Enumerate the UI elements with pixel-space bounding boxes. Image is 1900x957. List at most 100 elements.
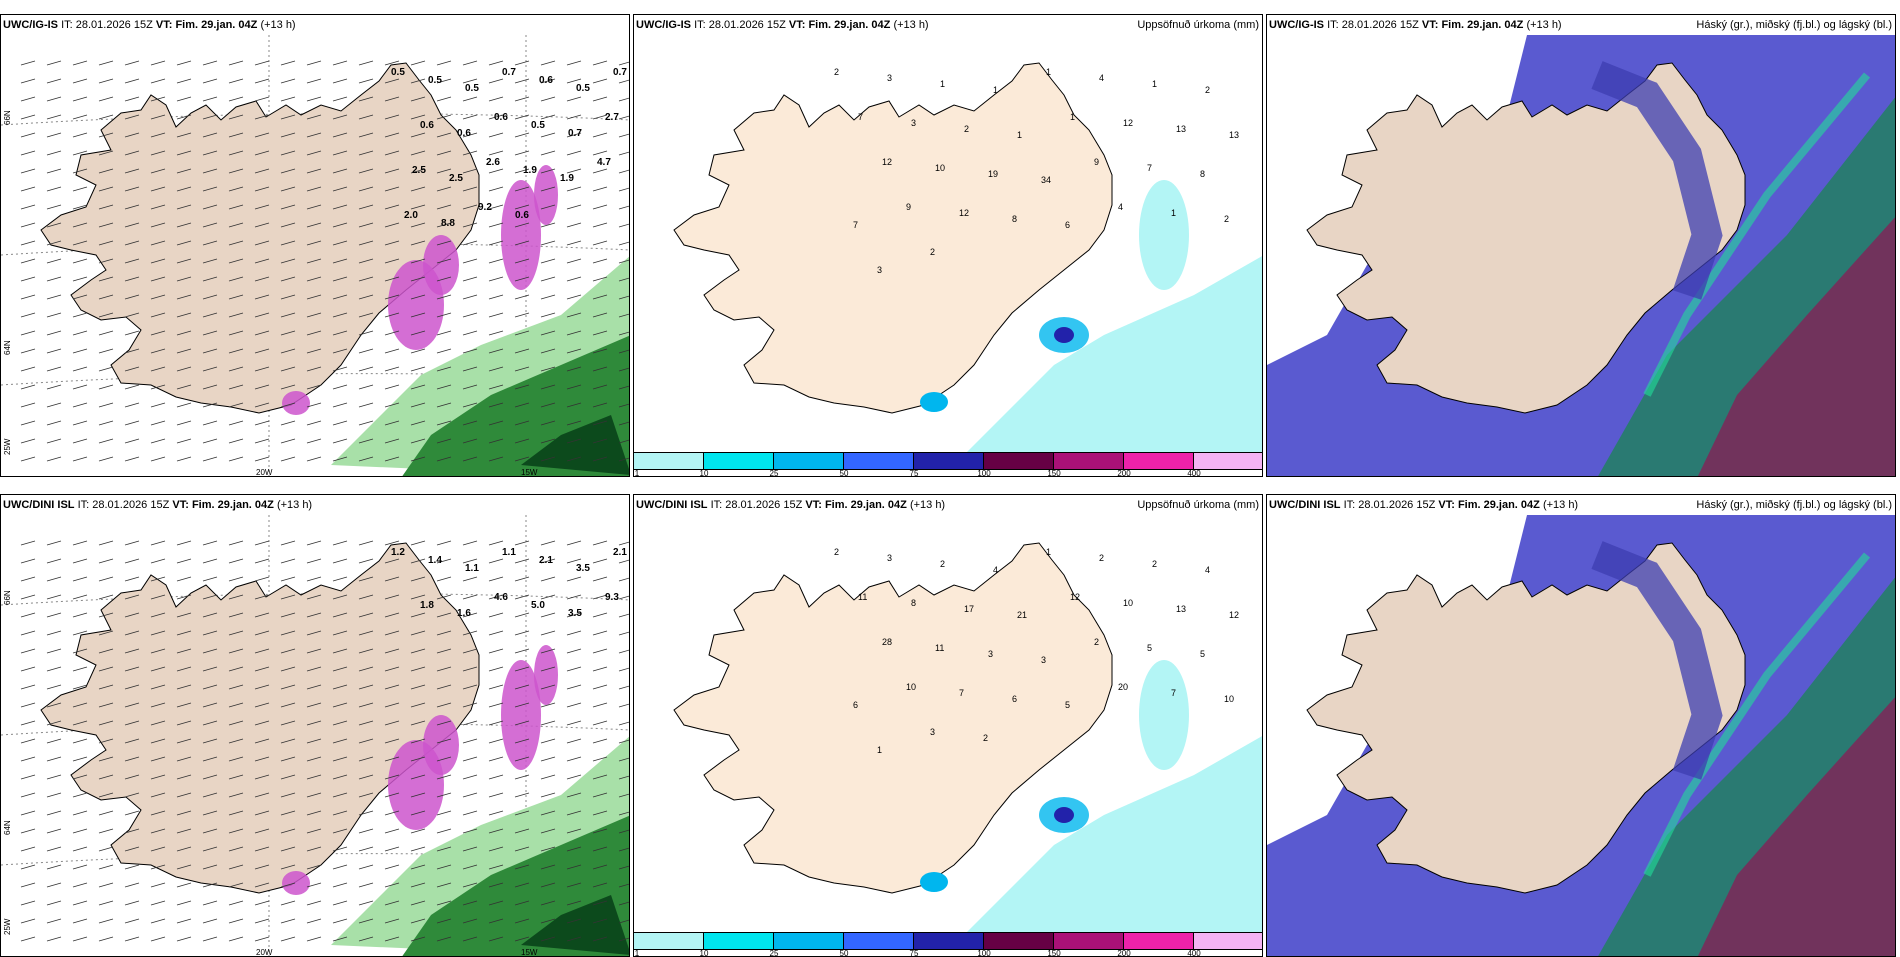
wind-barb	[332, 204, 348, 210]
wind-barb	[462, 78, 478, 84]
wind-barb	[228, 936, 244, 942]
wind-barb	[150, 738, 166, 744]
wind-barb	[488, 294, 504, 300]
wind-barb	[202, 186, 218, 192]
wind-barb	[410, 612, 426, 618]
wind-barb	[384, 558, 400, 564]
wind-barb	[332, 828, 348, 834]
wind-barb	[332, 222, 348, 228]
wind-barb	[332, 348, 348, 354]
wind-barb	[228, 132, 244, 138]
wind-barb	[358, 330, 374, 336]
wind-barb	[46, 456, 62, 462]
wind-barb	[280, 630, 296, 636]
value-label: 1.9	[560, 173, 574, 184]
wind-barb	[150, 702, 166, 708]
wind-barb	[306, 186, 322, 192]
legend-swatch	[914, 453, 984, 469]
value-label: 1	[940, 79, 945, 89]
wind-barb	[488, 222, 504, 228]
wind-barb	[332, 558, 348, 564]
wind-barb	[254, 222, 270, 228]
precip-shade	[1139, 660, 1189, 770]
wind-barb	[280, 294, 296, 300]
wind-barb	[202, 366, 218, 372]
wind-barb	[46, 348, 62, 354]
wind-barb	[306, 438, 322, 444]
wind-barb	[592, 864, 608, 870]
wind-barb	[592, 168, 608, 174]
wind-barb	[358, 258, 374, 264]
wind-barb	[358, 384, 374, 390]
wind-barb	[124, 666, 140, 672]
wind-barb	[46, 402, 62, 408]
wind-barb	[124, 792, 140, 798]
wind-barb	[72, 882, 88, 888]
wind-barb	[462, 366, 478, 372]
wind-barb	[384, 384, 400, 390]
wind-barb	[332, 438, 348, 444]
wind-barb	[410, 738, 426, 744]
wind-barb	[98, 258, 114, 264]
wind-barb	[20, 294, 36, 300]
wind-barb	[228, 684, 244, 690]
wind-barb	[72, 348, 88, 354]
wind-barb	[514, 258, 530, 264]
wind-barb	[150, 150, 166, 156]
value-label: 0.5	[576, 83, 590, 94]
wind-barb	[540, 900, 556, 906]
wind-barb	[358, 294, 374, 300]
wind-barb	[332, 936, 348, 942]
wind-barb	[358, 720, 374, 726]
wind-barb	[202, 810, 218, 816]
wind-barb	[384, 276, 400, 282]
wind-barb	[488, 900, 504, 906]
wind-barb	[254, 420, 270, 426]
wind-barb	[592, 630, 608, 636]
value-label: 2.0	[404, 210, 418, 221]
wind-barb	[46, 900, 62, 906]
wind-barb	[540, 402, 556, 408]
wind-barb	[514, 330, 530, 336]
value-label: 7	[853, 220, 858, 230]
value-label: 28	[882, 637, 892, 647]
wind-barb	[280, 276, 296, 282]
cloud-title: Háský (gr.), miðský (fj.bl.) og lágský (…	[1696, 19, 1892, 31]
wind-barb	[384, 222, 400, 228]
wind-barb	[46, 186, 62, 192]
value-label: 2	[834, 547, 839, 557]
wind-barb	[436, 918, 452, 924]
wind-barb	[150, 882, 166, 888]
wind-barb	[98, 204, 114, 210]
legend-swatch	[844, 933, 914, 949]
wind-barb	[488, 96, 504, 102]
wind-barb	[228, 666, 244, 672]
value-label: 7	[1171, 688, 1176, 698]
wind-barb	[72, 738, 88, 744]
wind-barb	[280, 438, 296, 444]
wind-barb	[228, 438, 244, 444]
wind-barb	[306, 684, 322, 690]
wind-barb	[46, 96, 62, 102]
wind-barb	[124, 756, 140, 762]
wind-barb	[410, 918, 426, 924]
wind-barb	[384, 240, 400, 246]
wind-barb	[124, 366, 140, 372]
wind-barb	[592, 900, 608, 906]
wind-barb	[150, 846, 166, 852]
wind-barb	[436, 438, 452, 444]
wind-barb	[410, 312, 426, 318]
wind-barb	[72, 810, 88, 816]
wind-barb	[20, 60, 36, 66]
wind-barb	[150, 864, 166, 870]
wind-barb	[20, 402, 36, 408]
wind-barb	[358, 186, 374, 192]
wind-barb	[20, 540, 36, 546]
wind-barb	[176, 846, 192, 852]
wind-barb	[72, 846, 88, 852]
wind-barb	[358, 900, 374, 906]
grid-label: 20W	[256, 468, 273, 477]
wind-barb	[592, 132, 608, 138]
wind-barb	[72, 204, 88, 210]
wind-barb	[306, 720, 322, 726]
